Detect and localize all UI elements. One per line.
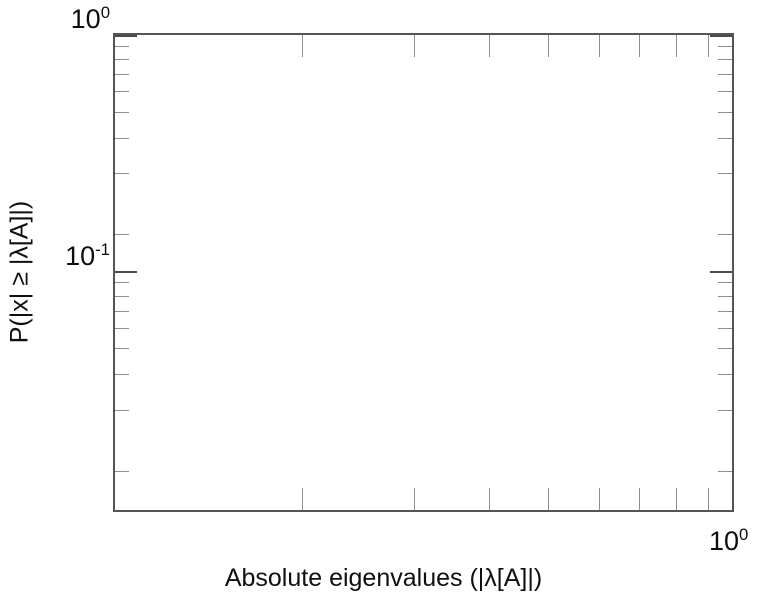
y-minor-tick (115, 112, 129, 113)
y-minor-tick-right (718, 234, 732, 235)
y-minor-tick (115, 59, 129, 60)
y-minor-tick (115, 173, 129, 174)
y-minor-tick (115, 374, 129, 375)
x-minor-tick (302, 488, 303, 510)
y-minor-tick (115, 296, 129, 297)
y-axis-title-text: P(|x| ≥ |λ[A]|) (5, 200, 34, 344)
y-minor-tick-right (718, 328, 732, 329)
x-minor-tick (414, 488, 415, 510)
y-minor-tick (115, 138, 129, 139)
y-minor-tick (115, 348, 129, 349)
x-minor-tick-top (548, 35, 549, 57)
y-tick-label-1e0: 100 (70, 3, 110, 34)
x-minor-tick (489, 488, 490, 510)
y-minor-tick (115, 328, 129, 329)
y-minor-tick-right (718, 112, 732, 113)
y-major-tick-right-1e-1 (710, 271, 732, 273)
y-minor-tick (115, 74, 129, 75)
x-minor-tick (548, 488, 549, 510)
y-minor-tick-right (718, 138, 732, 139)
plot-area (113, 33, 734, 512)
y-minor-tick-right (718, 46, 732, 47)
y-minor-tick (115, 311, 129, 312)
x-minor-tick-top (489, 35, 490, 57)
x-minor-tick (639, 488, 640, 510)
y-major-tick-1e0 (115, 35, 137, 37)
y-tick-label-1e-1: 10-1 (65, 240, 110, 271)
x-minor-tick-top (302, 35, 303, 57)
y-tick-label-1e-1-exponent: -1 (95, 240, 110, 259)
y-minor-tick-right (718, 74, 732, 75)
y-minor-tick-right (718, 410, 732, 411)
y-minor-tick-right (718, 173, 732, 174)
y-tick-label-1e0-mantissa: 10 (70, 4, 101, 34)
y-tick-label-1e-1-mantissa: 10 (65, 241, 96, 271)
y-minor-tick-right (718, 282, 732, 283)
x-tick-label-1e0-exponent: 0 (739, 525, 749, 544)
y-major-tick-1e-1 (115, 271, 137, 273)
x-minor-tick-top (414, 35, 415, 57)
x-minor-tick (599, 488, 600, 510)
y-minor-tick-right (718, 348, 732, 349)
x-minor-tick-top (708, 35, 709, 57)
y-minor-tick (115, 471, 129, 472)
x-minor-tick (676, 488, 677, 510)
y-minor-tick (115, 282, 129, 283)
x-minor-tick-top (599, 35, 600, 57)
y-major-tick-right-1e0 (710, 35, 732, 37)
x-axis-title: Absolute eigenvalues (|λ[A]|) (224, 564, 543, 592)
y-minor-tick-right (718, 91, 732, 92)
x-tick-label-1e0-mantissa: 10 (709, 526, 740, 556)
y-minor-tick-right (718, 471, 732, 472)
y-minor-tick (115, 91, 129, 92)
x-minor-tick-top (676, 35, 677, 57)
x-minor-tick-top (639, 35, 640, 57)
data-series-layer (115, 35, 732, 510)
y-minor-tick (115, 234, 129, 235)
x-minor-tick (708, 488, 709, 510)
y-minor-tick (115, 410, 129, 411)
y-axis-title: P(|x| ≥ |λ[A]|) (0, 0, 40, 600)
y-minor-tick-right (718, 311, 732, 312)
x-tick-label-1e0: 100 (709, 525, 749, 556)
y-minor-tick-right (718, 296, 732, 297)
y-tick-label-1e0-exponent: 0 (100, 3, 110, 22)
y-minor-tick (115, 46, 129, 47)
y-minor-tick-right (718, 374, 732, 375)
y-minor-tick-right (718, 59, 732, 60)
